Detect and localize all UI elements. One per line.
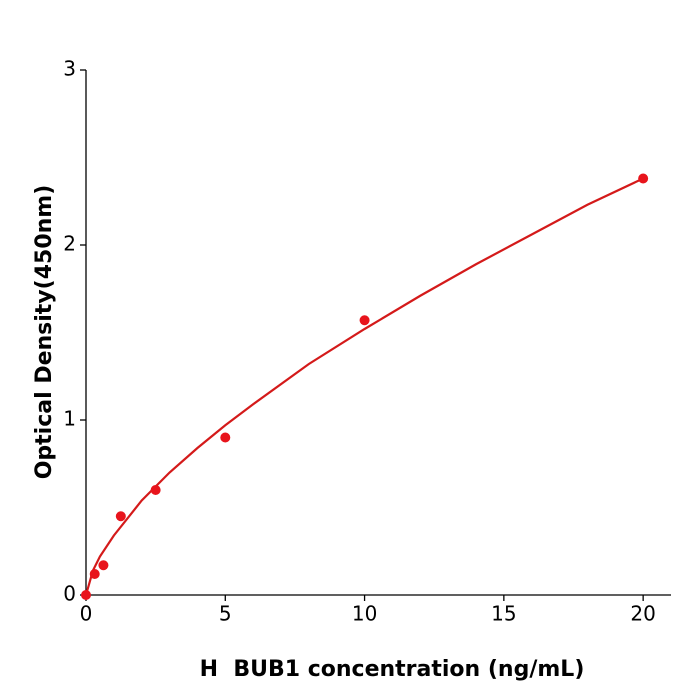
data-point bbox=[638, 173, 649, 184]
x-tick-label: 20 bbox=[630, 602, 655, 626]
y-tick-label: 3 bbox=[63, 57, 76, 81]
x-tick-label: 10 bbox=[352, 602, 377, 626]
data-point bbox=[150, 485, 161, 495]
y-axis-label: Optical Density(450nm) bbox=[32, 185, 57, 480]
data-point bbox=[81, 590, 91, 600]
x-axis-label: H BUB1 concentration (ng/mL) bbox=[200, 657, 585, 682]
y-tick-label: 2 bbox=[63, 232, 76, 256]
x-tick-label: 5 bbox=[219, 602, 232, 626]
data-point bbox=[98, 560, 109, 571]
fit-curve bbox=[84, 177, 644, 596]
data-point bbox=[115, 511, 126, 522]
x-tick-label: 0 bbox=[80, 602, 93, 626]
data-point bbox=[89, 569, 100, 579]
data-point bbox=[220, 432, 231, 443]
y-tick-label: 1 bbox=[63, 407, 76, 431]
data-point bbox=[359, 315, 370, 326]
x-tick-label: 15 bbox=[491, 602, 516, 626]
y-tick-label: 0 bbox=[63, 582, 76, 606]
